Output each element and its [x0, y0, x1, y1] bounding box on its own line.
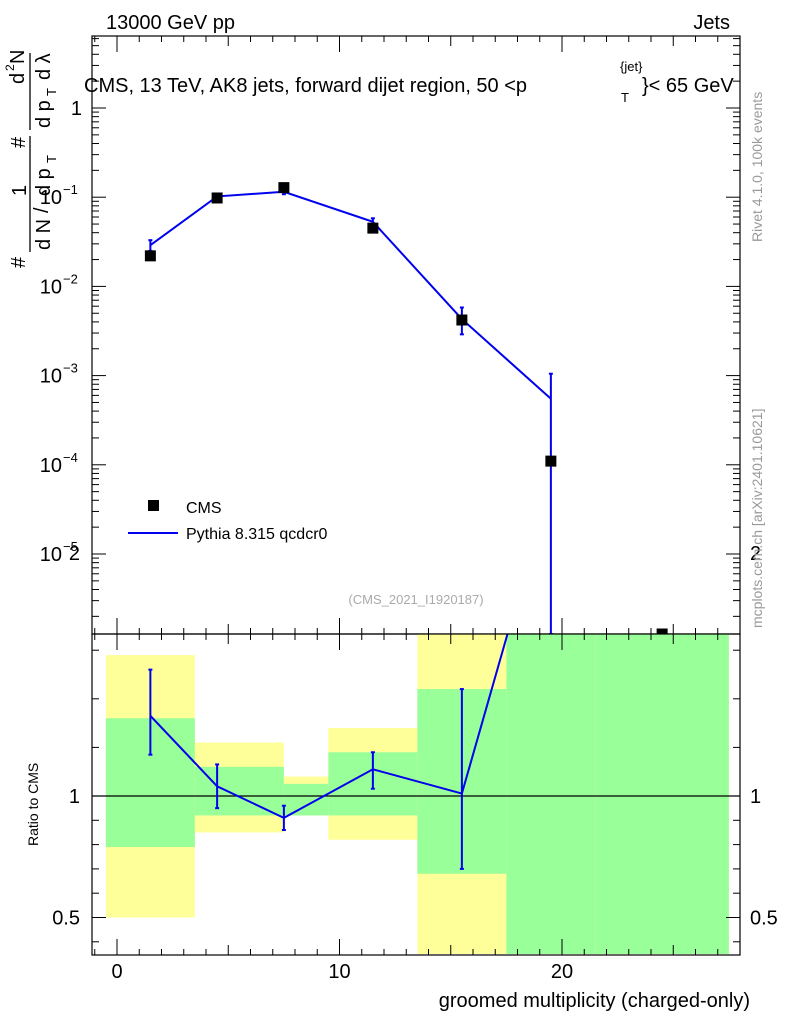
ylabel-dp: d p	[33, 168, 55, 196]
cms-point	[456, 314, 468, 326]
ylabel-dN: d N	[33, 219, 55, 250]
cms-point	[545, 455, 557, 467]
legend-pythia-label: Pythia 8.315 qcdcr0	[186, 526, 328, 543]
main-title: CMS, 13 TeV, AK8 jets, forward dijet reg…	[84, 75, 527, 97]
ylabel-dlambda: d λ	[33, 53, 55, 80]
ratio-inner-band	[595, 634, 729, 954]
y-tick-label: 10	[40, 187, 62, 209]
ratio-inner-band	[283, 783, 329, 816]
mcplots-label: mcplots.cern.ch [arXiv:2401.10621]	[749, 409, 765, 628]
y-tick-label: 10	[40, 544, 62, 566]
ylabel-slash: /	[31, 207, 53, 213]
y-tick-exponent: −2	[63, 271, 78, 286]
x-tick-label: 20	[551, 961, 573, 983]
pythia-line	[149, 190, 552, 400]
ratio-y-tick-labels: 0.5 0.5 1 1 2 2	[52, 543, 778, 930]
ratio-y-tick-label-left: 1	[69, 786, 80, 808]
ratio-y-axis-label: Ratio to CMS	[25, 763, 41, 846]
ratio-error-bars	[148, 668, 464, 870]
ratio-panel: 0.5 0.5 1 1 2 2 0 10 20 Ratio to CMS groomed mu…	[25, 543, 778, 1012]
ratio-ticks	[92, 634, 740, 955]
main-title-sub: T	[621, 90, 629, 105]
x-axis-label: groomed multiplicity (charged-only)	[439, 990, 750, 1012]
ylabel-hash2: #	[8, 136, 30, 148]
ylabel-dp2: d p	[33, 100, 55, 128]
y-tick-label: 10	[40, 366, 62, 388]
main-title-sup: {jet}	[620, 59, 643, 74]
ylabel-one: 1	[9, 185, 31, 196]
ratio-y-tick-label-right: 0.5	[750, 908, 778, 930]
cms-point	[278, 182, 290, 194]
main-plot-frame	[91, 35, 741, 635]
y-tick-exponent: −4	[63, 450, 78, 465]
cms-point	[367, 222, 379, 234]
ratio-y-tick-label-left: 0.5	[52, 908, 80, 930]
main-title-tail: }< 65 GeV	[642, 75, 734, 97]
ratio-uncertainty-bands	[105, 634, 729, 954]
ratio-y-tick-label-left: 2	[69, 543, 80, 565]
ratio-x-tick-labels: 0 10 20	[111, 961, 573, 983]
ylabel-hash1: #	[8, 256, 30, 268]
ylabel-T2: T	[44, 88, 59, 96]
ratio-y-tick-label-right: 2	[750, 543, 761, 565]
ratio-inner-band	[194, 766, 284, 816]
y-tick-exponent: −5	[63, 539, 78, 554]
legend: CMS Pythia 8.315 qcdcr0	[128, 500, 328, 543]
ratio-y-tick-label-right: 1	[750, 786, 761, 808]
header-left: 13000 GeV pp	[106, 12, 235, 34]
ylabel-T1: T	[44, 155, 59, 163]
legend-cms-marker	[148, 500, 159, 511]
ratio-pythia-line	[149, 634, 509, 819]
ratio-plot-frame	[91, 633, 741, 956]
cms-points	[144, 182, 668, 640]
main-y-axis-label: # 1 d N / d p T # d p T d 2 N d λ	[3, 50, 59, 268]
main-ticks	[92, 36, 740, 634]
pythia-error-bars	[148, 188, 553, 635]
main-y-tick-labels: 110−110−210−310−410−5	[40, 98, 82, 566]
y-tick-label: 10	[40, 455, 62, 477]
cms-point	[144, 250, 156, 262]
y-tick-exponent: −3	[63, 361, 78, 376]
ylabel-d: d	[7, 73, 29, 84]
rivet-version-label: Rivet 4.1.0, 100k events	[749, 92, 765, 242]
ylabel-exp2: 2	[3, 64, 17, 71]
ylabel-N: N	[7, 50, 29, 64]
main-panel: 110−110−210−310−410−5 CMS, 13 TeV, AK8 j…	[3, 35, 741, 640]
cms-point	[211, 192, 223, 204]
x-tick-label: 10	[328, 961, 350, 983]
analysis-watermark: (CMS_2021_I1920187)	[348, 592, 483, 607]
header-right: Jets	[693, 12, 730, 34]
x-tick-label: 0	[111, 961, 122, 983]
legend-cms-label: CMS	[186, 500, 222, 517]
y-tick-exponent: −1	[63, 182, 78, 197]
y-tick-label: 1	[71, 98, 82, 120]
ratio-inner-band	[506, 634, 596, 954]
y-tick-label: 10	[40, 276, 62, 298]
